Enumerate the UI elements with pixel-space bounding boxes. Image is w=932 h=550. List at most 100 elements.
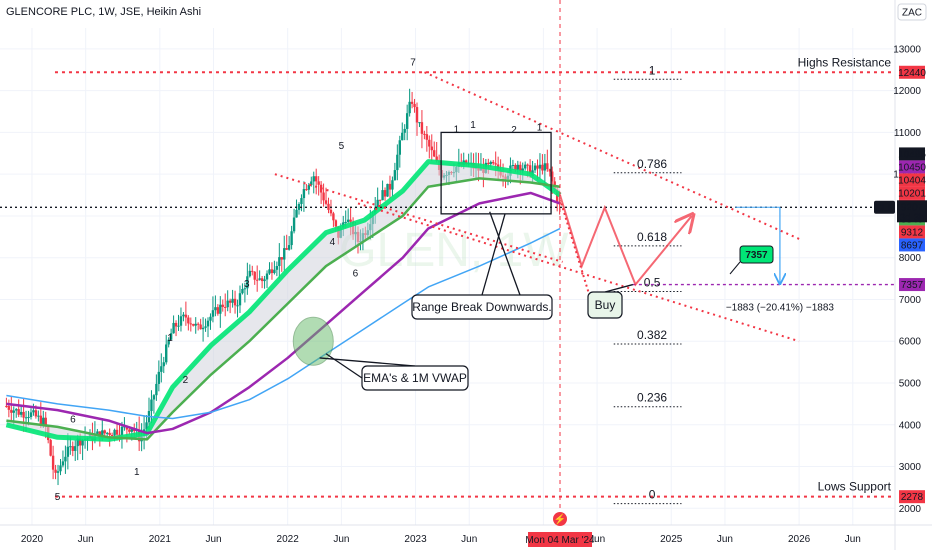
wave-label: 1	[167, 333, 173, 344]
wave-label: 6	[70, 415, 76, 426]
price-label: 10201	[898, 188, 926, 199]
candle-body	[285, 248, 288, 250]
candle-body	[403, 128, 406, 133]
drop-dotted	[560, 203, 591, 296]
ema-highlight-circle	[292, 316, 334, 366]
candle-body	[106, 432, 109, 434]
x-tick-label: Jun	[205, 534, 221, 545]
candle-body	[401, 132, 404, 141]
candle-body	[295, 209, 298, 218]
candle-body	[177, 325, 180, 327]
price-label: 10404	[898, 175, 926, 186]
candle-body	[263, 279, 266, 282]
candle-body	[492, 161, 495, 164]
channel-upper	[424, 71, 800, 240]
candle-body	[179, 316, 183, 326]
candle-body	[344, 221, 347, 223]
candle-body	[546, 163, 549, 170]
candle-body	[528, 165, 532, 177]
y-tick-label: 13000	[893, 44, 921, 55]
candle-body	[415, 107, 419, 123]
candle-body	[383, 190, 387, 197]
candle-body	[533, 165, 537, 171]
candle-body	[519, 164, 522, 171]
candle-body	[221, 304, 224, 307]
fib-level-label: 0.5	[644, 276, 661, 290]
lightning-icon	[553, 512, 568, 526]
candle-body	[435, 156, 438, 162]
candle-body	[334, 220, 338, 227]
symbol-tag: GLN	[874, 203, 895, 214]
x-tick-label: 2026	[788, 534, 811, 545]
candle-body	[39, 415, 43, 425]
chart-grid	[0, 28, 895, 525]
y-tick-label: 3000	[899, 462, 922, 473]
candle-body	[224, 306, 227, 308]
candle-body	[61, 461, 65, 466]
date-marker-label: Mon 04 Mar '24	[525, 535, 595, 546]
candle-body	[32, 410, 35, 413]
candle-body	[246, 276, 249, 289]
candle-body	[103, 430, 106, 434]
candle-body	[260, 278, 264, 282]
candle-body	[393, 170, 397, 181]
candle-body	[310, 181, 313, 186]
x-tick-label: Jun	[461, 534, 477, 545]
y-tick-label: 11000	[894, 128, 922, 139]
candle-body	[386, 183, 389, 197]
ema-vwap-pointer	[319, 357, 416, 367]
candle-body	[329, 209, 333, 214]
candle-body	[511, 164, 515, 166]
candle-body	[420, 122, 424, 134]
wave-label: 1	[537, 122, 543, 133]
range-break-pointer	[481, 213, 506, 296]
candle-body	[275, 266, 279, 270]
x-tick-label: Jun	[717, 534, 733, 545]
price-label: 9312	[901, 227, 924, 238]
candle-body	[430, 146, 433, 151]
time-axis[interactable]: 2020 Jun 2021 Jun 2022 Jun 2023 Jun Jun 2025 Jun 20…	[0, 512, 932, 547]
price-label-bg	[899, 238, 925, 252]
candle-body	[42, 417, 45, 425]
candle-body	[76, 438, 79, 447]
candle-body	[287, 245, 291, 250]
candle-body	[410, 101, 414, 104]
candle-body	[381, 190, 384, 201]
ema-ribbon-fill	[6, 161, 561, 440]
y-tick-label: 7000	[899, 295, 922, 306]
drawings-layer	[0, 0, 895, 525]
candle-body	[290, 231, 293, 246]
candle-body	[17, 409, 20, 415]
candle-body	[150, 399, 153, 412]
candle-body	[182, 314, 185, 317]
candle-body	[219, 304, 222, 314]
candle-body	[34, 410, 38, 417]
candle-body	[160, 366, 163, 372]
candle-body	[199, 324, 202, 330]
candle-body	[201, 327, 205, 330]
overlay-ema-mid	[6, 177, 561, 441]
candle-body	[521, 168, 524, 171]
candle-body	[514, 164, 517, 170]
price-label: 10485	[898, 149, 926, 160]
candle-body	[214, 307, 217, 311]
wave-label: 1	[454, 124, 460, 135]
candle-body	[49, 440, 52, 456]
projection-path	[559, 194, 692, 287]
candle-body	[312, 176, 315, 182]
channel-lower	[357, 202, 800, 343]
candle-body	[278, 257, 281, 267]
price-axis[interactable]: ZAC1300012000110001000090008000700060005…	[874, 0, 932, 550]
fib-level-label: 0	[649, 488, 656, 502]
candle-body	[541, 164, 544, 171]
candle-body	[332, 213, 335, 221]
candle-body	[253, 271, 256, 280]
candles-layer	[5, 88, 561, 486]
candle-body	[433, 150, 436, 157]
candle-body	[78, 438, 82, 446]
candle-body	[69, 446, 72, 448]
range-box	[440, 131, 552, 215]
candle-body	[120, 426, 124, 436]
candle-body	[66, 446, 70, 457]
